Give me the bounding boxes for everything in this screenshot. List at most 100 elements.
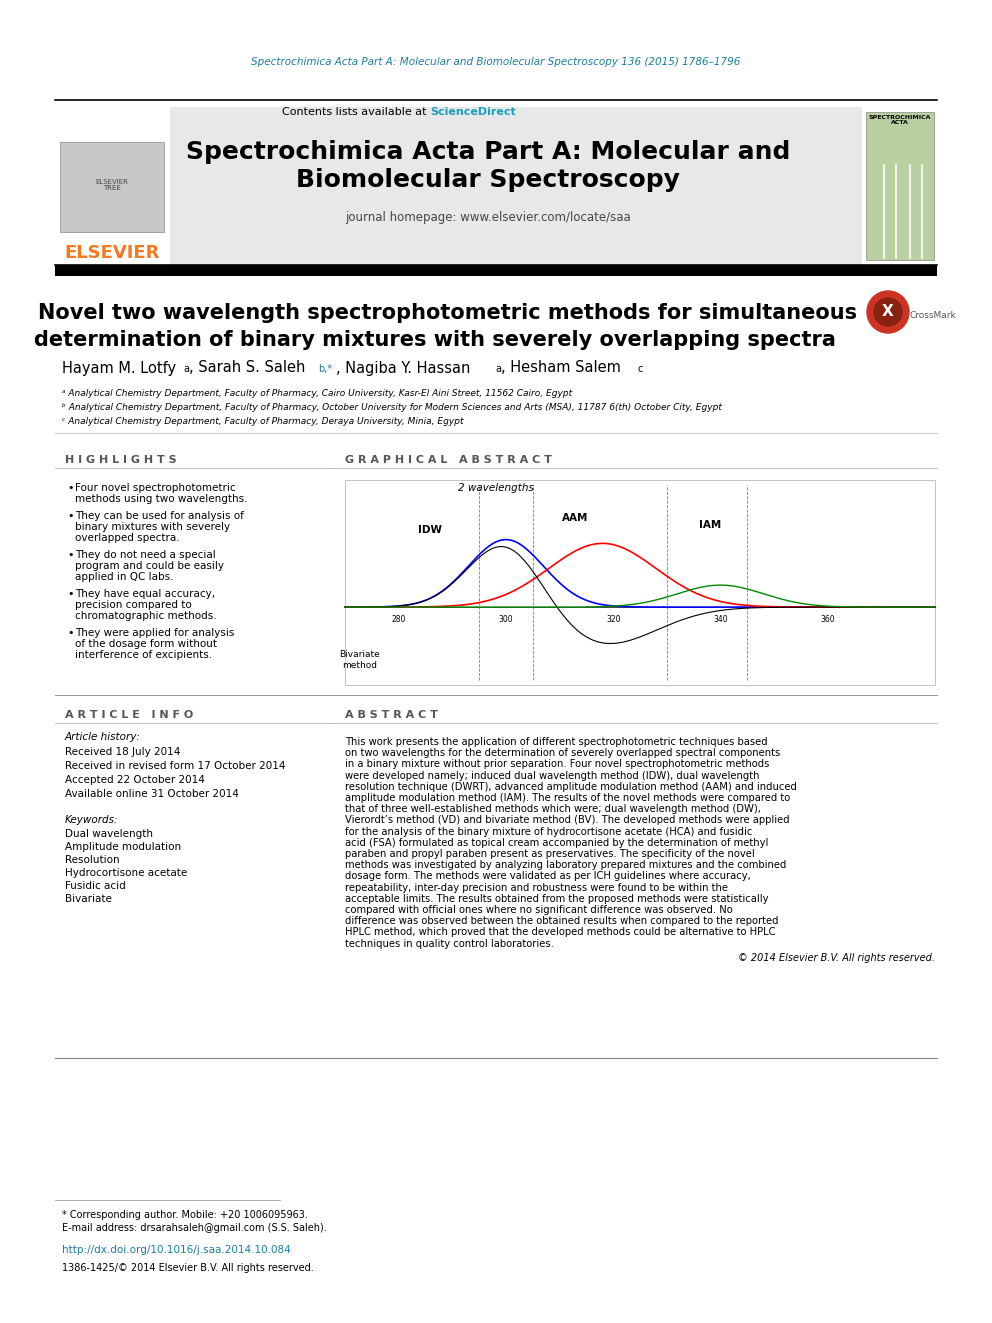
Text: difference was observed between the obtained results when compared to the report: difference was observed between the obta… [345, 917, 779, 926]
Text: acid (FSA) formulated as topical cream accompanied by the determination of methy: acid (FSA) formulated as topical cream a… [345, 837, 769, 848]
Text: compared with official ones where no significant difference was observed. No: compared with official ones where no sig… [345, 905, 733, 916]
Text: b,*: b,* [318, 364, 332, 374]
Text: of the dosage form without: of the dosage form without [75, 639, 217, 650]
Text: •: • [67, 628, 73, 638]
Text: Accepted 22 October 2014: Accepted 22 October 2014 [65, 775, 205, 785]
Text: ScienceDirect: ScienceDirect [430, 107, 516, 116]
Text: H I G H L I G H T S: H I G H L I G H T S [65, 455, 177, 464]
Text: A B S T R A C T: A B S T R A C T [345, 710, 437, 720]
Text: Contents lists available at: Contents lists available at [282, 107, 430, 116]
Text: repeatability, inter-day precision and robustness were found to be within the: repeatability, inter-day precision and r… [345, 882, 728, 893]
Text: precision compared to: precision compared to [75, 601, 191, 610]
Text: •: • [67, 483, 73, 493]
Text: G R A P H I C A L   A B S T R A C T: G R A P H I C A L A B S T R A C T [345, 455, 552, 464]
Text: Dual wavelength: Dual wavelength [65, 830, 153, 839]
Text: They have equal accuracy,: They have equal accuracy, [75, 589, 215, 599]
Text: * Corresponding author. Mobile: +20 1006095963.: * Corresponding author. Mobile: +20 1006… [62, 1211, 308, 1220]
Text: Available online 31 October 2014: Available online 31 October 2014 [65, 789, 239, 799]
Text: IDW: IDW [418, 525, 442, 534]
Text: 320: 320 [606, 615, 620, 624]
Text: 340: 340 [713, 615, 728, 624]
FancyBboxPatch shape [345, 480, 935, 685]
Text: amplitude modulation method (IAM). The results of the novel methods were compare: amplitude modulation method (IAM). The r… [345, 792, 791, 803]
Text: •: • [67, 589, 73, 599]
Text: 1386-1425/© 2014 Elsevier B.V. All rights reserved.: 1386-1425/© 2014 Elsevier B.V. All right… [62, 1263, 313, 1273]
Text: paraben and propyl paraben present as preservatives. The specificity of the nove: paraben and propyl paraben present as pr… [345, 849, 755, 859]
Text: IAM: IAM [699, 520, 721, 531]
Text: dosage form. The methods were validated as per ICH guidelines where accuracy,: dosage form. The methods were validated … [345, 872, 751, 881]
Text: determination of binary mixtures with severely overlapping spectra: determination of binary mixtures with se… [34, 329, 836, 351]
Text: X: X [882, 304, 894, 319]
Text: ᶜ Analytical Chemistry Department, Faculty of Pharmacy, Deraya University, Minia: ᶜ Analytical Chemistry Department, Facul… [62, 417, 463, 426]
Text: ELSEVIER
TREE: ELSEVIER TREE [95, 179, 128, 192]
Circle shape [874, 298, 902, 325]
Circle shape [867, 291, 909, 333]
Text: methods using two wavelengths.: methods using two wavelengths. [75, 493, 247, 504]
Text: methods was investigated by analyzing laboratory prepared mixtures and the combi: methods was investigated by analyzing la… [345, 860, 787, 871]
Text: Vierordt’s method (VD) and bivariate method (BV). The developed methods were app: Vierordt’s method (VD) and bivariate met… [345, 815, 790, 826]
Text: © 2014 Elsevier B.V. All rights reserved.: © 2014 Elsevier B.V. All rights reserved… [738, 953, 935, 963]
Text: Spectrochimica Acta Part A: Molecular and: Spectrochimica Acta Part A: Molecular an… [186, 140, 791, 164]
Text: SPECTROCHIMICA
ACTA: SPECTROCHIMICA ACTA [869, 115, 931, 126]
Text: Fusidic acid: Fusidic acid [65, 881, 126, 890]
Text: Spectrochimica Acta Part A: Molecular and Biomolecular Spectroscopy 136 (2015) 1: Spectrochimica Acta Part A: Molecular an… [251, 57, 741, 67]
FancyBboxPatch shape [60, 142, 164, 232]
Text: Hayam M. Lotfy: Hayam M. Lotfy [62, 360, 177, 376]
FancyBboxPatch shape [866, 112, 934, 261]
Text: Bivariate
method: Bivariate method [339, 651, 380, 669]
Text: Hydrocortisone acetate: Hydrocortisone acetate [65, 868, 187, 878]
Text: They do not need a special: They do not need a special [75, 550, 215, 560]
FancyBboxPatch shape [55, 265, 937, 277]
Text: Amplitude modulation: Amplitude modulation [65, 841, 182, 852]
Text: Biomolecular Spectroscopy: Biomolecular Spectroscopy [296, 168, 680, 192]
Text: resolution technique (DWRT), advanced amplitude modulation method (AAM) and indu: resolution technique (DWRT), advanced am… [345, 782, 797, 791]
Text: program and could be easily: program and could be easily [75, 561, 224, 572]
Text: a: a [183, 364, 189, 374]
Text: binary mixtures with severely: binary mixtures with severely [75, 523, 230, 532]
Text: •: • [67, 550, 73, 560]
Text: Received 18 July 2014: Received 18 July 2014 [65, 747, 181, 757]
Text: http://dx.doi.org/10.1016/j.saa.2014.10.084: http://dx.doi.org/10.1016/j.saa.2014.10.… [62, 1245, 291, 1256]
Text: were developed namely; induced dual wavelength method (IDW), dual wavelength: were developed namely; induced dual wave… [345, 770, 760, 781]
Text: E-mail address: drsarahsaleh@gmail.com (S.S. Saleh).: E-mail address: drsarahsaleh@gmail.com (… [62, 1222, 326, 1233]
Text: 2 wavelengths: 2 wavelengths [458, 483, 534, 493]
Text: Bivariate: Bivariate [65, 894, 112, 904]
Text: applied in QC labs.: applied in QC labs. [75, 572, 174, 582]
Text: Received in revised form 17 October 2014: Received in revised form 17 October 2014 [65, 761, 286, 771]
Text: CrossMark: CrossMark [910, 311, 956, 320]
Text: Resolution: Resolution [65, 855, 120, 865]
Text: chromatographic methods.: chromatographic methods. [75, 611, 216, 620]
Text: They were applied for analysis: They were applied for analysis [75, 628, 234, 638]
Text: that of three well-established methods which were; dual wavelength method (DW),: that of three well-established methods w… [345, 804, 761, 814]
Text: 280: 280 [392, 615, 406, 624]
Text: ᵃ Analytical Chemistry Department, Faculty of Pharmacy, Cairo University, Kasr-E: ᵃ Analytical Chemistry Department, Facul… [62, 389, 572, 397]
Text: Keywords:: Keywords: [65, 815, 118, 826]
Text: Four novel spectrophotometric: Four novel spectrophotometric [75, 483, 236, 493]
Text: overlapped spectra.: overlapped spectra. [75, 533, 180, 542]
Text: ᵇ Analytical Chemistry Department, Faculty of Pharmacy, October University for M: ᵇ Analytical Chemistry Department, Facul… [62, 402, 722, 411]
Text: interference of excipients.: interference of excipients. [75, 650, 212, 660]
Text: c: c [637, 364, 643, 374]
Text: •: • [67, 511, 73, 521]
Text: ELSEVIER: ELSEVIER [64, 243, 160, 262]
Text: This work presents the application of different spectrophotometric techniques ba: This work presents the application of di… [345, 737, 768, 747]
Text: journal homepage: www.elsevier.com/locate/saa: journal homepage: www.elsevier.com/locat… [345, 212, 631, 225]
Text: A R T I C L E   I N F O: A R T I C L E I N F O [65, 710, 193, 720]
Text: 300: 300 [499, 615, 513, 624]
Text: in a binary mixture without prior separation. Four novel spectrophotometric meth: in a binary mixture without prior separa… [345, 759, 770, 770]
Text: AAM: AAM [561, 513, 588, 523]
Text: Novel two wavelength spectrophotometric methods for simultaneous: Novel two wavelength spectrophotometric … [39, 303, 857, 323]
Text: acceptable limits. The results obtained from the proposed methods were statistic: acceptable limits. The results obtained … [345, 894, 769, 904]
Text: , Nagiba Y. Hassan: , Nagiba Y. Hassan [336, 360, 470, 376]
Text: techniques in quality control laboratories.: techniques in quality control laboratori… [345, 938, 554, 949]
FancyBboxPatch shape [55, 107, 862, 265]
Text: 360: 360 [820, 615, 835, 624]
FancyBboxPatch shape [55, 107, 170, 265]
Text: They can be used for analysis of: They can be used for analysis of [75, 511, 244, 521]
Text: a: a [495, 364, 501, 374]
Text: for the analysis of the binary mixture of hydrocortisone acetate (HCA) and fusid: for the analysis of the binary mixture o… [345, 827, 752, 836]
Text: HPLC method, which proved that the developed methods could be alternative to HPL: HPLC method, which proved that the devel… [345, 927, 776, 938]
Text: , Sarah S. Saleh: , Sarah S. Saleh [189, 360, 310, 376]
Text: on two wavelengths for the determination of severely overlapped spectral compone: on two wavelengths for the determination… [345, 749, 781, 758]
Text: Article history:: Article history: [65, 732, 141, 742]
